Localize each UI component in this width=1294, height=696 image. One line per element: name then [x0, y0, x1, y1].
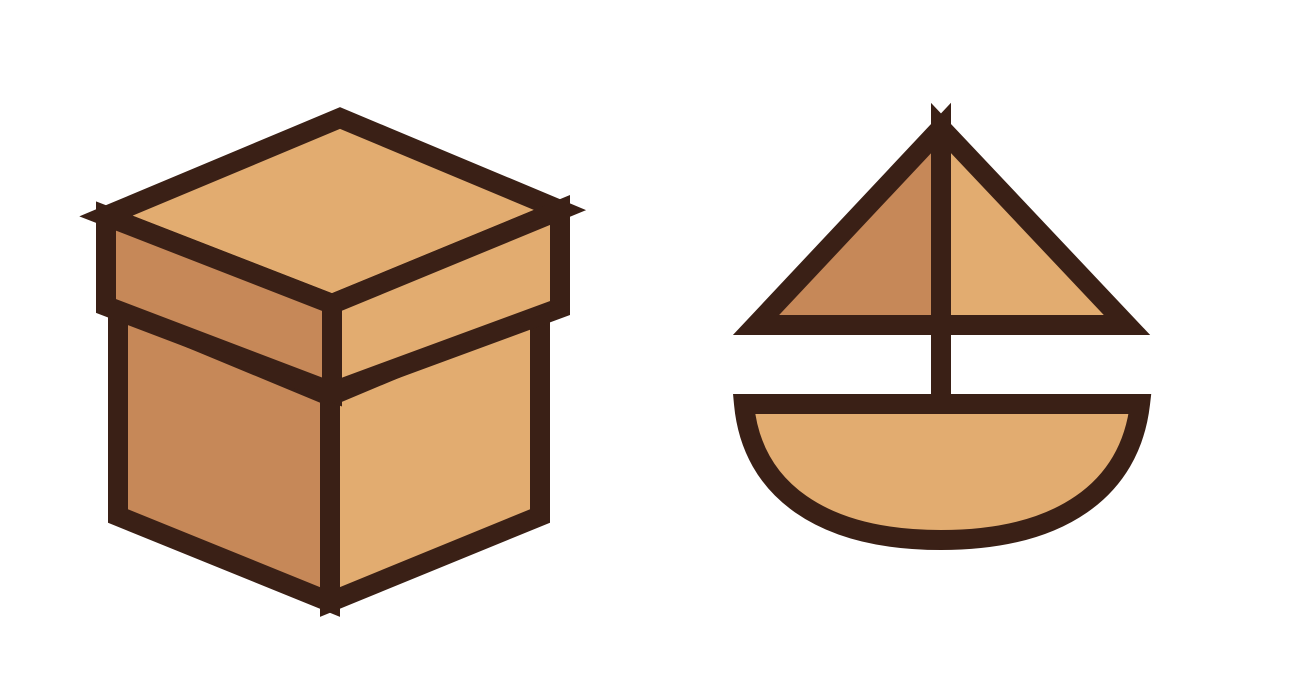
hull — [733, 394, 1152, 551]
box-lid-right-face — [322, 195, 570, 407]
sailboat-icon — [732, 102, 1152, 551]
box-icon — [79, 107, 587, 617]
